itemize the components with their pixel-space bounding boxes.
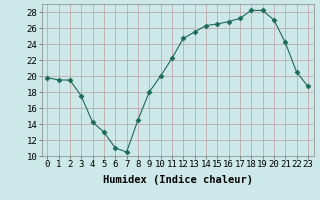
X-axis label: Humidex (Indice chaleur): Humidex (Indice chaleur) xyxy=(103,175,252,185)
